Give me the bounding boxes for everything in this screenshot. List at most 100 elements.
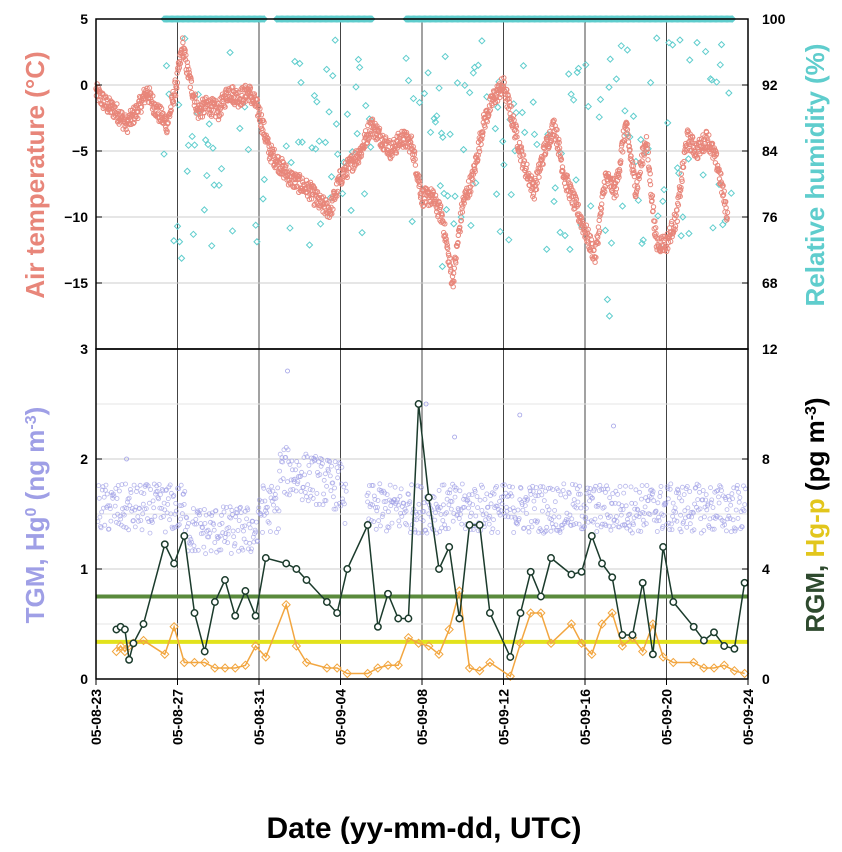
temperature-point: [620, 149, 626, 155]
tgm-point: [319, 461, 325, 467]
tgm-point: [590, 495, 595, 501]
tgm-point: [654, 529, 660, 534]
tgm-point: [247, 540, 253, 546]
tgm-point: [488, 501, 494, 507]
tgm-point: [260, 530, 265, 535]
tgm-point: [555, 488, 561, 494]
tgm-point: [498, 508, 504, 514]
humidity-point: [287, 158, 295, 167]
humidity-point: [431, 118, 440, 126]
tgm-point: [705, 501, 711, 507]
tgm-point: [284, 491, 290, 497]
tgm-point: [522, 503, 528, 509]
humidity-point: [443, 192, 452, 200]
humidity-point: [347, 206, 355, 215]
hg-p-point: [597, 619, 607, 629]
tgm-point: [625, 516, 630, 522]
tgm-point: [192, 521, 198, 527]
tgm-point: [129, 508, 135, 514]
tgm-point: [227, 504, 233, 510]
temperature-point: [182, 49, 188, 56]
tgm-point: [296, 462, 302, 468]
tgm-point: [232, 541, 238, 547]
tgm-point: [633, 487, 639, 493]
temperature-point: [653, 225, 659, 231]
tgm-point: [103, 482, 109, 488]
tgm-point: [655, 500, 661, 506]
tgm-point: [164, 487, 169, 493]
temperature-point: [508, 103, 514, 109]
tgm-point: [238, 510, 244, 516]
tgm-point: [99, 509, 105, 515]
tgm-point: [658, 489, 663, 495]
tgm-point: [151, 505, 157, 511]
humidity-point: [355, 63, 364, 72]
tgm-point: [645, 498, 651, 504]
tgm-point: [127, 487, 133, 492]
tgm-point: [533, 485, 539, 491]
temperature-point: [479, 136, 485, 142]
humidity-tick-label: 92: [762, 77, 778, 93]
rgm-point: [414, 400, 423, 408]
humidity-point: [586, 202, 595, 210]
tgm-point: [474, 494, 480, 499]
rgm-point: [536, 592, 545, 601]
humidity-point: [322, 65, 331, 74]
tgm-point: [218, 547, 224, 553]
tgm-point: [445, 490, 451, 496]
hg-p-point: [475, 666, 485, 676]
humidity-point: [205, 120, 213, 128]
temperature-point: [537, 165, 543, 171]
tgm-point: [448, 506, 454, 512]
tgm-point: [487, 513, 493, 519]
rgm-point: [120, 625, 129, 634]
temperature-point: [408, 133, 415, 139]
temperature-point: [639, 158, 645, 164]
temperature-point: [443, 236, 449, 242]
tgm-point: [672, 505, 678, 511]
tgm-point: [125, 499, 130, 505]
temperature-point: [186, 66, 192, 73]
humidity-point: [582, 61, 590, 69]
temperature-point: [173, 83, 180, 89]
tgm-point: [310, 495, 316, 501]
tgm-point: [424, 530, 430, 536]
temperature-point: [376, 125, 383, 132]
humidity-point: [177, 254, 186, 262]
hg-p-point: [261, 652, 271, 662]
temperature-point: [226, 86, 232, 92]
hg-p-point: [699, 663, 709, 673]
hg-p-point: [587, 649, 597, 659]
humidity-point: [260, 15, 269, 23]
temperature-point: [373, 136, 379, 143]
temperature-point: [631, 167, 637, 174]
humidity-point: [316, 220, 325, 228]
rgm-tick-label: 12: [762, 341, 778, 357]
tgm-point: [231, 543, 237, 549]
hg-p-point: [515, 638, 526, 648]
temperature-point: [616, 174, 622, 181]
tgm-point: [379, 514, 385, 520]
hg-p-point: [210, 663, 220, 673]
tgm-point: [661, 512, 666, 518]
tgm-point: [298, 488, 304, 494]
temperature-point: [713, 150, 720, 157]
ylabel-tgm-text-1: TGM, Hg: [20, 516, 50, 623]
temperature-point: [497, 91, 504, 98]
tgm-point: [667, 527, 672, 532]
humidity-point: [716, 61, 724, 69]
temperature-point: [416, 178, 423, 184]
tgm-point: [681, 519, 686, 525]
tgm-point: [495, 506, 501, 512]
tgm-point: [650, 491, 655, 497]
tgm-point: [162, 507, 168, 513]
tgm-point: [374, 504, 380, 510]
temperature-point: [135, 115, 141, 122]
tgm-point: [208, 548, 214, 554]
tgm-point: [462, 526, 468, 532]
tgm-point: [404, 522, 410, 528]
tgm-point: [469, 492, 475, 498]
temperature-point: [497, 94, 503, 101]
tgm-point: [650, 489, 656, 494]
rgm-point: [125, 655, 134, 664]
